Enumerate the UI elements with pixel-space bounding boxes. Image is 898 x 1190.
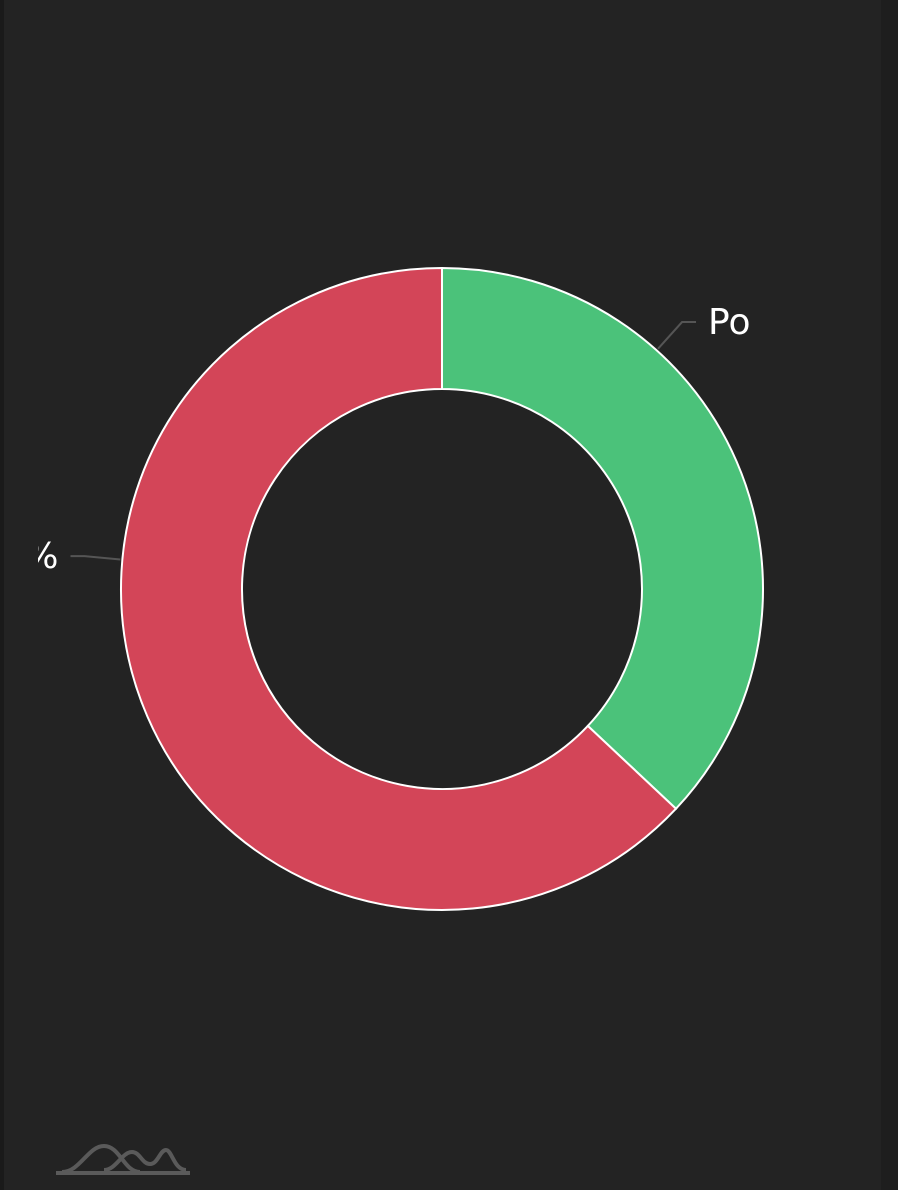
left-edge (0, 0, 4, 1190)
slices (120, 266, 764, 911)
slice (120, 266, 678, 911)
logo (56, 1143, 190, 1175)
slice-label: % (24, 536, 58, 577)
leader-line (70, 555, 121, 561)
leader-line (657, 321, 697, 350)
slice (441, 266, 764, 811)
right-edge (881, 0, 898, 1190)
slice-label: Po (708, 302, 750, 343)
